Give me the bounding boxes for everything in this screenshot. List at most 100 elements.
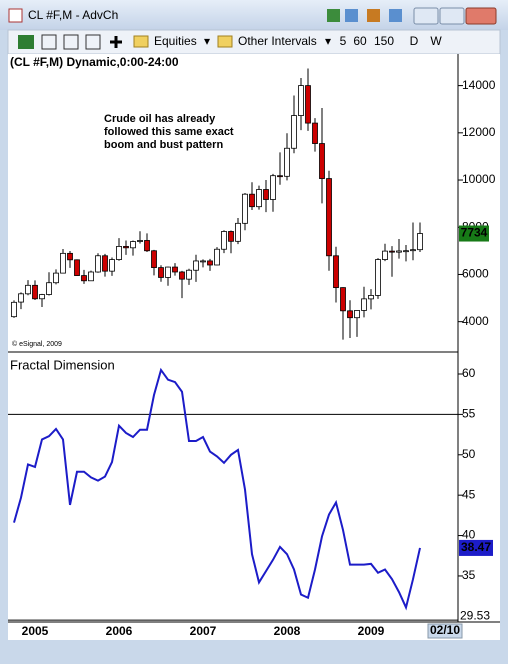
pane-title: Fractal Dimension bbox=[10, 357, 115, 372]
candle-body bbox=[60, 252, 66, 274]
candle-body bbox=[333, 255, 339, 289]
chart-area bbox=[8, 54, 500, 640]
x-tick-label: 2005 bbox=[22, 624, 49, 638]
folder-icon[interactable] bbox=[133, 35, 149, 48]
candle-body bbox=[67, 252, 73, 261]
icon-button[interactable] bbox=[345, 9, 358, 22]
candle-body bbox=[270, 175, 276, 200]
icon-button[interactable] bbox=[327, 9, 340, 22]
candle-body bbox=[186, 269, 192, 280]
candle-body bbox=[396, 250, 402, 253]
candle-body bbox=[305, 85, 311, 124]
candle-body bbox=[235, 222, 241, 242]
y-tick-label: 6000 bbox=[462, 267, 489, 281]
candle-body bbox=[354, 310, 360, 319]
tool-icon[interactable] bbox=[41, 34, 57, 50]
candle-body bbox=[74, 259, 80, 276]
toolbar-icons bbox=[18, 34, 233, 50]
candle-body bbox=[228, 231, 234, 242]
x-tick-label: 2008 bbox=[274, 624, 301, 638]
y-tick-label: 10000 bbox=[462, 172, 496, 186]
candle-body bbox=[249, 193, 255, 208]
y-tick-label: 45 bbox=[462, 487, 476, 501]
tool-icon[interactable] bbox=[85, 34, 101, 50]
candle-body bbox=[319, 143, 325, 179]
candle-body bbox=[151, 250, 157, 268]
interval-button[interactable]: 60 bbox=[353, 34, 367, 48]
candle-body bbox=[144, 240, 150, 252]
toolbar-menu[interactable]: Other Intervals bbox=[238, 34, 317, 48]
credit: © eSignal, 2009 bbox=[12, 340, 62, 348]
candle-body bbox=[221, 231, 227, 250]
candle-body bbox=[382, 250, 388, 260]
candle-body bbox=[214, 248, 220, 266]
candle-body bbox=[53, 272, 59, 284]
window-title: CL #F,M - AdvCh bbox=[28, 8, 118, 22]
candle-body bbox=[298, 85, 304, 116]
candle-body bbox=[109, 259, 115, 272]
annotation: followed this same exact bbox=[104, 126, 234, 138]
candle-body bbox=[179, 271, 185, 280]
toolbar bbox=[7, 29, 501, 55]
candle-body bbox=[347, 310, 353, 319]
candle-body bbox=[102, 255, 108, 272]
fractal-line bbox=[13, 367, 421, 611]
candle-body bbox=[158, 267, 164, 278]
x-tick-label: 2009 bbox=[358, 624, 385, 638]
dropdown-arrow: ▾ bbox=[204, 34, 210, 48]
y-tick-label: 55 bbox=[462, 407, 476, 421]
candle-body bbox=[123, 246, 129, 249]
candle-body bbox=[368, 295, 374, 300]
maximize-button[interactable] bbox=[439, 7, 465, 25]
candle-body bbox=[81, 275, 87, 282]
interval-button[interactable]: D bbox=[410, 34, 419, 48]
chart-title: (CL #F,M) Dynamic,0:00-24:00 bbox=[10, 55, 179, 69]
last-value-label: 7734 bbox=[461, 226, 488, 240]
tool-icon[interactable] bbox=[63, 34, 79, 50]
dropdown-arrow: ▾ bbox=[325, 34, 331, 48]
date-label: 02/10 bbox=[430, 623, 460, 637]
candle-body bbox=[291, 115, 297, 149]
minimize-button[interactable] bbox=[413, 7, 439, 25]
close-button[interactable] bbox=[465, 7, 497, 25]
y-tick-label: 12000 bbox=[462, 125, 496, 139]
annotation: Crude oil has already bbox=[104, 113, 216, 125]
last-value-box bbox=[459, 225, 489, 242]
candle-body bbox=[207, 260, 213, 266]
icon-button[interactable] bbox=[367, 9, 380, 22]
candle-body bbox=[361, 298, 367, 311]
tool-icon[interactable] bbox=[18, 35, 34, 49]
candle-body bbox=[116, 246, 122, 260]
folder-icon[interactable] bbox=[217, 35, 233, 48]
tool-icon[interactable] bbox=[110, 36, 122, 48]
interval-button[interactable]: W bbox=[430, 34, 442, 48]
candle-body bbox=[403, 250, 409, 253]
x-tick-label: 2006 bbox=[106, 624, 133, 638]
x-tick-label: 2007 bbox=[190, 624, 217, 638]
candle-body bbox=[32, 284, 38, 300]
toolbar-menu[interactable]: Equities bbox=[154, 34, 197, 48]
interval-button[interactable]: 5 bbox=[340, 34, 347, 48]
reference-label: 29.53 bbox=[460, 608, 490, 622]
candle-body bbox=[389, 250, 395, 253]
candle-body bbox=[284, 147, 290, 177]
candle-body bbox=[25, 284, 31, 295]
candle-body bbox=[417, 233, 423, 251]
interval-button[interactable]: 150 bbox=[374, 34, 394, 48]
candle-body bbox=[11, 301, 17, 318]
candle-body bbox=[256, 189, 262, 208]
candle-body bbox=[46, 282, 52, 295]
candle-body bbox=[165, 266, 171, 278]
annotation: boom and bust pattern bbox=[104, 139, 223, 151]
y-tick-label: 50 bbox=[462, 447, 476, 461]
title-buttons bbox=[327, 7, 497, 25]
candle-body bbox=[263, 189, 269, 200]
candle-body bbox=[193, 260, 199, 271]
candle-body bbox=[326, 178, 332, 257]
icon-button[interactable] bbox=[389, 9, 402, 22]
candle-body bbox=[172, 266, 178, 273]
last-value-box bbox=[459, 539, 493, 556]
candle-body bbox=[88, 271, 94, 282]
candle-body bbox=[137, 240, 143, 242]
